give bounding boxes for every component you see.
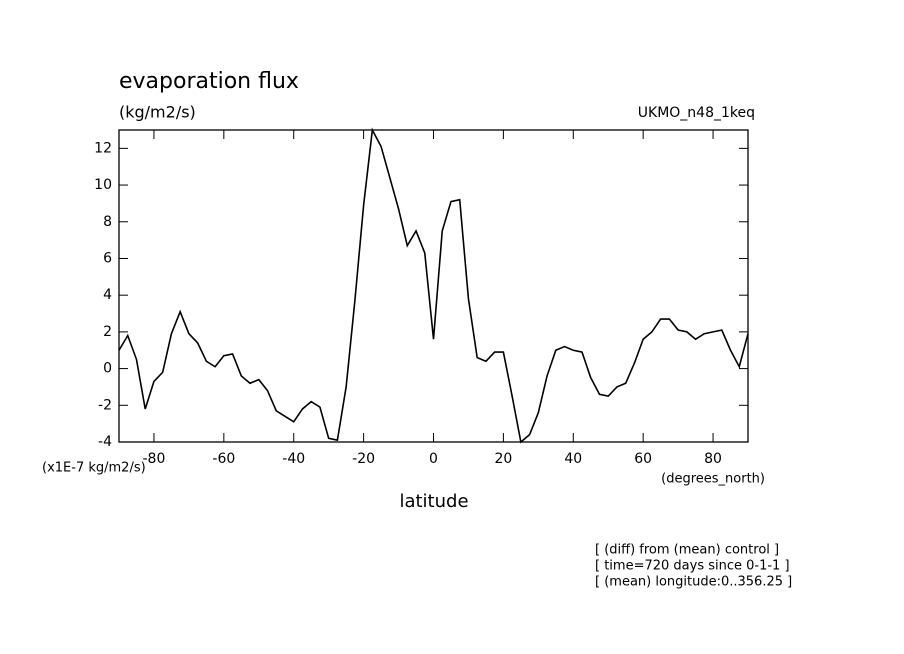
y-tick-label: 2 xyxy=(103,324,112,340)
x-tick-label: 60 xyxy=(634,451,652,467)
y-scale-label: (x1E-7 kg/m2/s) xyxy=(42,461,146,476)
x-tick-label: -40 xyxy=(282,451,305,467)
note: [ time=720 days since 0-1-1 ] xyxy=(595,559,790,574)
note: [ (mean) longitude:0..356.25 ] xyxy=(595,575,792,590)
y-tick-label: 4 xyxy=(103,287,112,303)
y-tick-label: 0 xyxy=(103,361,112,377)
plot-frame xyxy=(118,129,749,443)
units: (kg/m2/s) xyxy=(119,103,196,122)
x-tick-label: -20 xyxy=(352,451,375,467)
x-tick-label: -80 xyxy=(143,451,166,467)
x-axis-label: latitude xyxy=(399,491,468,512)
x-tick-label: 0 xyxy=(429,451,438,467)
y-tick-label: 12 xyxy=(94,140,112,156)
dataset-label: UKMO_n48_1keq xyxy=(638,105,755,121)
y-tick-label: 8 xyxy=(103,214,112,230)
data-line xyxy=(118,127,749,444)
y-tick-label: 10 xyxy=(94,177,112,193)
x-tick-label: 80 xyxy=(704,451,722,467)
x-tick-label: 40 xyxy=(564,451,582,467)
chart-title: evaporation flux xyxy=(119,69,299,94)
x-tick-label: -60 xyxy=(212,451,235,467)
y-tick-label: 6 xyxy=(103,250,112,266)
x-tick-label: 20 xyxy=(494,451,512,467)
y-tick-label: -4 xyxy=(98,434,112,450)
y-tick-label: -2 xyxy=(98,397,112,413)
note: [ (diff) from (mean) control ] xyxy=(595,543,779,558)
x-units: (degrees_north) xyxy=(661,472,765,487)
